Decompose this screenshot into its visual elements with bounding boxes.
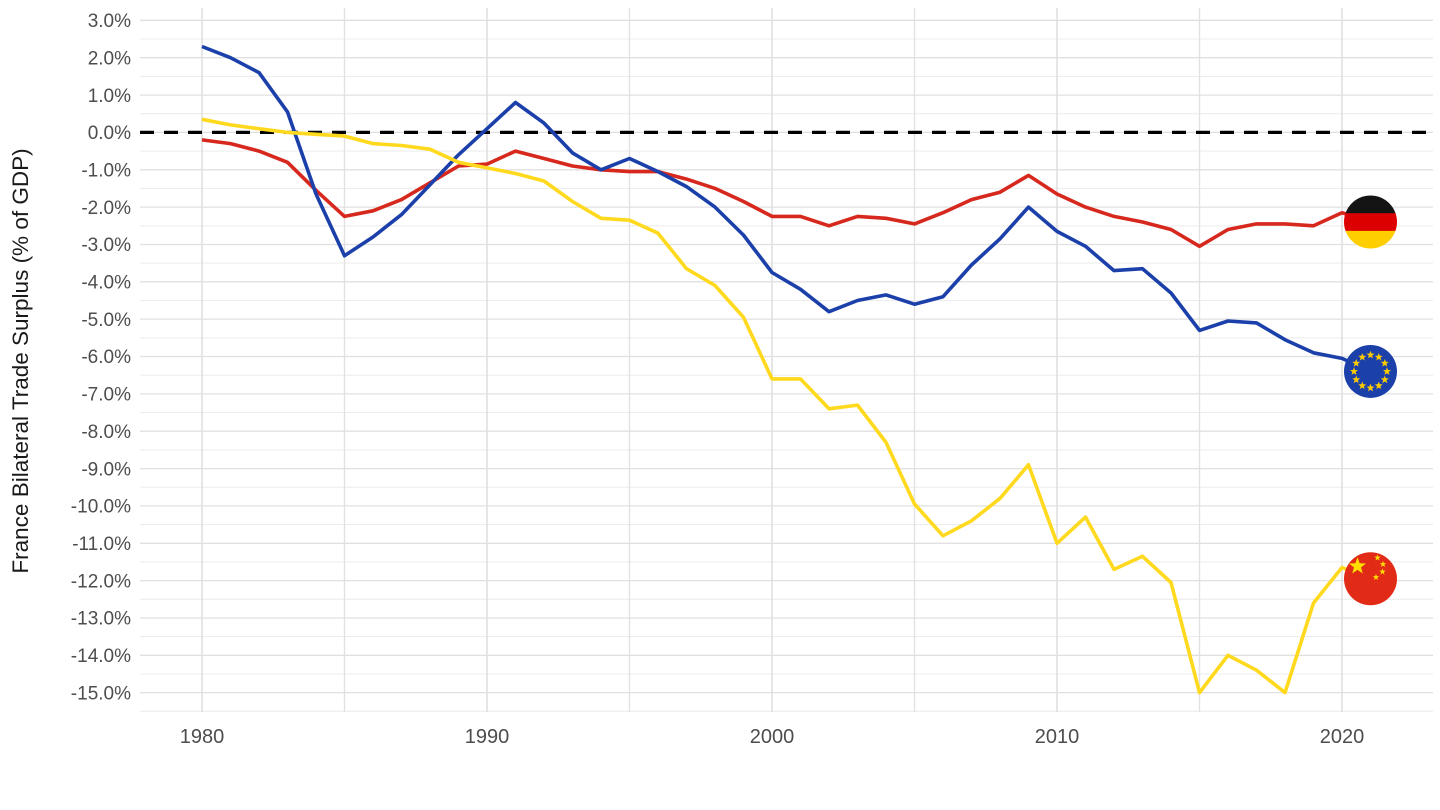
y-tick-label: -10.0%	[71, 497, 131, 518]
germany-flag-icon	[1344, 195, 1397, 249]
y-tick-label: 2.0%	[88, 48, 131, 69]
y-tick-label: -8.0%	[81, 422, 131, 443]
x-tick-label: 2010	[1035, 726, 1080, 748]
y-tick-label: -5.0%	[81, 310, 131, 331]
y-tick-label: -7.0%	[81, 385, 131, 406]
y-tick-label: -12.0%	[71, 571, 131, 592]
y-axis-title: France Bilateral Trade Surplus (% of GDP…	[8, 148, 33, 573]
y-tick-label: -2.0%	[81, 198, 131, 219]
eu-flag-icon	[1344, 344, 1397, 398]
y-tick-label: -4.0%	[81, 273, 131, 294]
x-tick-label: 1990	[465, 726, 510, 748]
y-tick-label: -14.0%	[71, 646, 131, 667]
flags-layer	[1344, 195, 1397, 606]
germany-line	[201, 138, 1372, 249]
china-flag-icon	[1344, 552, 1397, 606]
y-tick-label: -11.0%	[72, 534, 131, 555]
y-tick-label: -15.0%	[71, 683, 131, 704]
series-layer	[201, 44, 1372, 695]
x-tick-label: 2020	[1320, 726, 1365, 748]
y-tick-label: -6.0%	[81, 347, 131, 368]
y-tick-label: 3.0%	[88, 11, 131, 32]
y-tick-label: 0.0%	[88, 123, 131, 144]
x-tick-label: 2000	[750, 726, 795, 748]
y-tick-label: -1.0%	[81, 160, 131, 181]
china-line	[201, 117, 1372, 695]
y-tick-label: -9.0%	[81, 459, 131, 480]
axis-layer: 3.0% 2.0% 1.0% 0.0% -1.0% -2.0% -3.0% -4.0% -5.0…	[71, 11, 1364, 748]
y-tick-label: -3.0%	[81, 235, 131, 256]
y-tick-label: -13.0%	[71, 609, 131, 630]
grid-layer	[140, 8, 1433, 712]
y-tick-label: 1.0%	[88, 86, 131, 107]
x-tick-label: 1980	[180, 726, 225, 748]
eu-line	[201, 44, 1372, 374]
